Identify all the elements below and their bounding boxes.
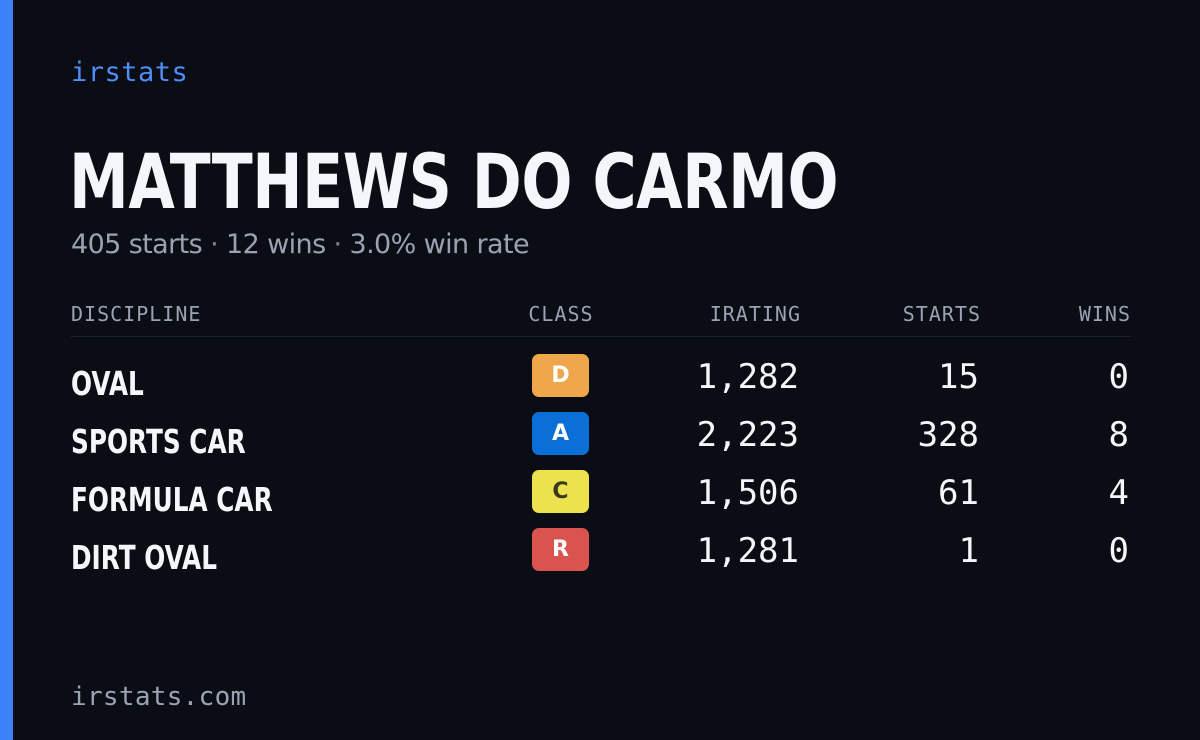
summary-separator: · (333, 229, 343, 260)
starts-value: 15 (938, 357, 979, 397)
discipline-name: SPORTS CAR (71, 422, 246, 461)
discipline-name: OVAL (71, 364, 144, 403)
column-header-discipline: DISCIPLINE (71, 302, 202, 326)
table-row: DIRT OVAL R 1,281 1 0 (71, 526, 1131, 584)
footer-url[interactable]: irstats.com (71, 682, 247, 712)
starts-summary: 405 starts (71, 229, 203, 260)
license-class-badge: D (532, 354, 589, 397)
starts-value: 328 (917, 415, 979, 455)
irating-value: 1,281 (696, 531, 799, 571)
wins-summary: 12 wins (226, 229, 326, 260)
stats-table-body: OVAL D 1,282 15 0 SPORTS CAR A 2,223 328… (71, 352, 1131, 584)
discipline-name: DIRT OVAL (71, 538, 217, 577)
accent-bar (0, 0, 13, 740)
irating-value: 1,506 (696, 473, 799, 513)
column-header-irating: IRATING (709, 302, 801, 326)
discipline-name: FORMULA CAR (71, 480, 273, 519)
irating-value: 2,223 (696, 415, 799, 455)
irating-value: 1,282 (696, 357, 799, 397)
wins-value: 0 (1108, 357, 1129, 397)
starts-value: 1 (958, 531, 979, 571)
wins-value: 8 (1108, 415, 1129, 455)
table-row: SPORTS CAR A 2,223 328 8 (71, 410, 1131, 468)
table-row: OVAL D 1,282 15 0 (71, 352, 1131, 410)
license-class-badge: R (532, 528, 589, 571)
column-header-wins: WINS (1078, 302, 1131, 326)
table-row: FORMULA CAR C 1,506 61 4 (71, 468, 1131, 526)
player-name: MATTHEWS DO CARMO (69, 137, 839, 226)
license-class-badge: A (532, 412, 589, 455)
player-summary: 405 starts · 12 wins · 3.0% win rate (71, 228, 530, 262)
win-rate-summary: 3.0% win rate (349, 229, 530, 260)
starts-value: 61 (938, 473, 979, 513)
wins-value: 4 (1108, 473, 1129, 513)
stats-table-header: DISCIPLINE CLASS IRATING STARTS WINS (71, 300, 1131, 337)
column-header-starts: STARTS (902, 302, 981, 326)
column-header-class: CLASS (528, 302, 594, 326)
brand-logo-text[interactable]: irstats (71, 57, 189, 88)
summary-separator: · (210, 229, 219, 260)
license-class-badge: C (532, 470, 589, 513)
wins-value: 0 (1108, 531, 1129, 571)
